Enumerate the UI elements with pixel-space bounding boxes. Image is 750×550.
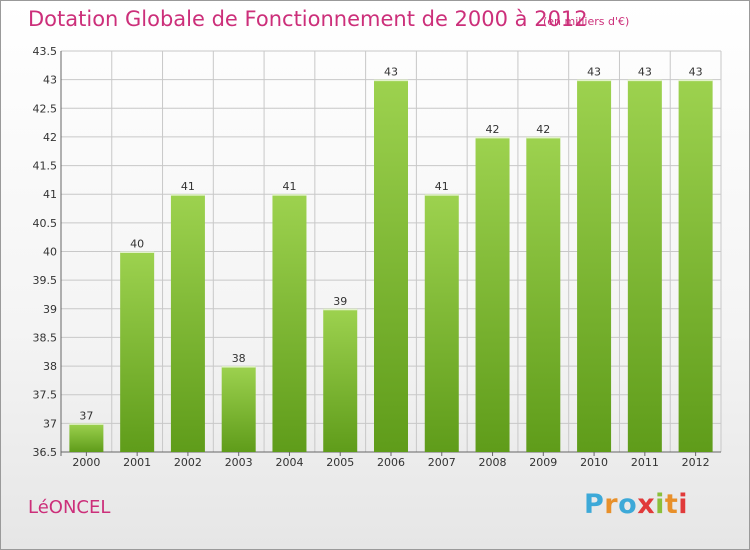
- bar-top: [120, 251, 155, 253]
- proxiti-logo: Proxiti: [584, 489, 689, 520]
- data-label: 42: [536, 123, 550, 136]
- y-tick-label: 40.5: [33, 217, 58, 230]
- y-tick-label: 41: [43, 188, 57, 201]
- y-tick-label: 39: [43, 303, 57, 316]
- data-label: 42: [486, 123, 500, 136]
- y-tick-label: 43: [43, 74, 57, 87]
- x-tick-label: 2005: [326, 456, 354, 469]
- x-tick-label: 2008: [479, 456, 507, 469]
- y-tick-label: 41.5: [33, 160, 58, 173]
- data-label: 43: [689, 66, 703, 79]
- data-label: 38: [232, 352, 246, 365]
- chart-unit: (en milliers d'€): [543, 15, 630, 28]
- bar: [577, 79, 612, 453]
- bar: [424, 194, 459, 452]
- y-tick-label: 37.5: [33, 389, 58, 402]
- y-tick-label: 38.5: [33, 331, 58, 344]
- data-label: 43: [638, 66, 652, 79]
- bar-top: [374, 79, 408, 82]
- y-tick-label: 37: [43, 417, 57, 430]
- bar-top: [170, 194, 205, 196]
- bar: [272, 194, 307, 452]
- x-tick-label: 2006: [377, 456, 405, 469]
- bar: [627, 79, 662, 453]
- x-tick-label: 2009: [529, 456, 557, 469]
- chart-title: Dotation Globale de Fonctionnement de 20…: [28, 7, 588, 31]
- x-tick-label: 2011: [631, 456, 659, 469]
- commune-name: LéONCEL: [28, 497, 111, 518]
- y-tick-label: 40: [43, 246, 57, 259]
- x-tick-label: 2012: [682, 456, 710, 469]
- x-tick-label: 2002: [174, 456, 202, 469]
- data-label: 43: [384, 66, 398, 79]
- bar: [221, 366, 256, 452]
- bar-top: [272, 194, 307, 196]
- x-tick-label: 2007: [428, 456, 456, 469]
- bar-top: [323, 308, 358, 311]
- y-tick-label: 38: [43, 360, 57, 373]
- y-tick-label: 39.5: [33, 274, 58, 287]
- bar: [526, 136, 561, 452]
- bar-top: [475, 136, 510, 139]
- data-label: 43: [587, 66, 601, 79]
- x-tick-label: 2003: [225, 456, 253, 469]
- bar: [323, 308, 358, 452]
- x-tick-label: 2004: [275, 456, 303, 469]
- bar-top: [577, 79, 612, 82]
- bar-top: [526, 136, 561, 139]
- bar: [678, 79, 713, 453]
- x-tick-label: 2000: [72, 456, 100, 469]
- bar: [475, 136, 510, 452]
- bar-top: [627, 79, 662, 82]
- x-tick-label: 2001: [123, 456, 151, 469]
- data-label: 40: [130, 238, 144, 251]
- bar-top: [221, 366, 256, 368]
- y-tick-label: 36.5: [33, 446, 58, 459]
- bar: [374, 79, 408, 453]
- bar: [170, 194, 205, 452]
- data-label: 39: [333, 295, 347, 308]
- x-tick-label: 2010: [580, 456, 608, 469]
- bar: [120, 251, 155, 452]
- bar-top: [424, 194, 459, 196]
- bar: [69, 423, 104, 452]
- data-label: 37: [79, 409, 93, 422]
- y-tick-label: 42: [43, 131, 57, 144]
- bar-top: [678, 79, 713, 82]
- y-tick-label: 42.5: [33, 102, 58, 115]
- y-tick-label: 43.5: [33, 45, 58, 58]
- data-label: 41: [282, 180, 296, 193]
- data-label: 41: [435, 180, 449, 193]
- bar-top: [69, 423, 104, 425]
- data-label: 41: [181, 180, 195, 193]
